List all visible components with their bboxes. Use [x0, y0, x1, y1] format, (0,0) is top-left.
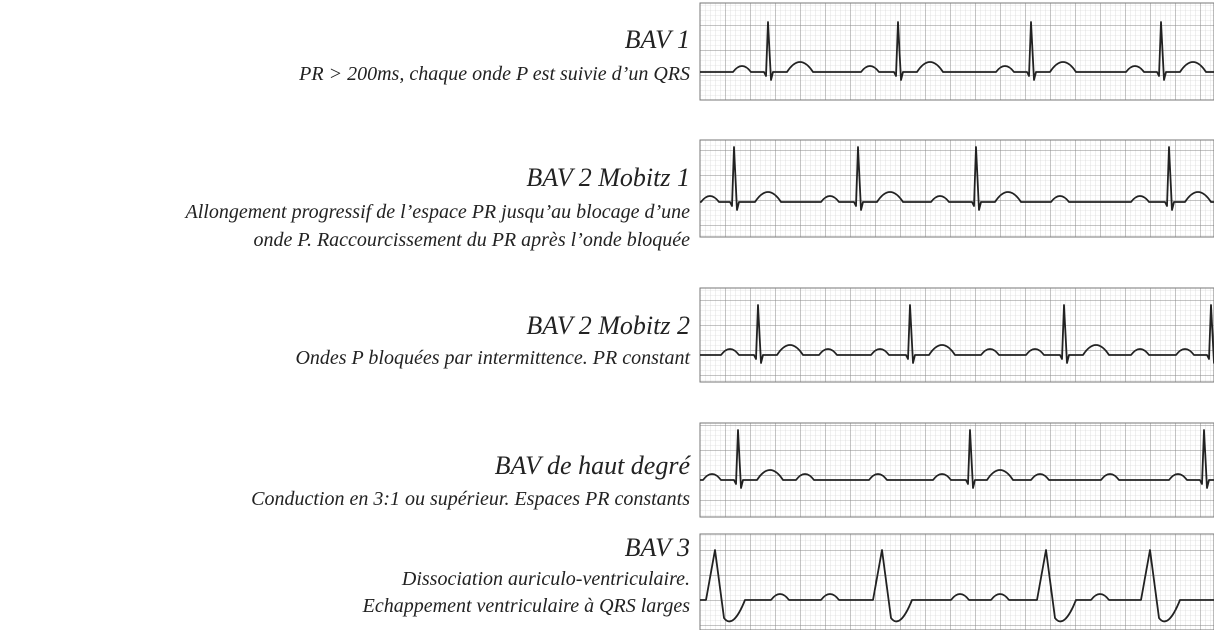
item-description: Echappement ventriculaire à QRS larges [362, 595, 691, 617]
ecg-grid [700, 534, 1214, 630]
figure: BAV 1 PR > 200ms, chaque onde P est suiv… [0, 0, 1214, 630]
item-description: Allongement progressif de l’espace PR ju… [183, 201, 690, 223]
ecg-grid [700, 423, 1214, 517]
item-description: PR > 200ms, chaque onde P est suivie d’u… [298, 63, 690, 85]
item-title: BAV 3 [625, 533, 690, 562]
item-title: BAV de haut degré [495, 451, 692, 480]
ecg-grid [700, 288, 1214, 382]
item-description: Dissociation auriculo-ventriculaire. [401, 568, 690, 590]
ecg-grid [700, 3, 1214, 100]
ecg-grid [700, 140, 1214, 237]
item-title: BAV 2 Mobitz 2 [526, 311, 690, 340]
item-description: Conduction en 3:1 ou supérieur. Espaces … [251, 488, 690, 510]
item-title: BAV 1 [625, 25, 690, 54]
item-description: Ondes P bloquées par intermittence. PR c… [295, 347, 690, 369]
item-description: onde P. Raccourcissement du PR après l’o… [253, 229, 690, 251]
item-title: BAV 2 Mobitz 1 [526, 163, 690, 192]
